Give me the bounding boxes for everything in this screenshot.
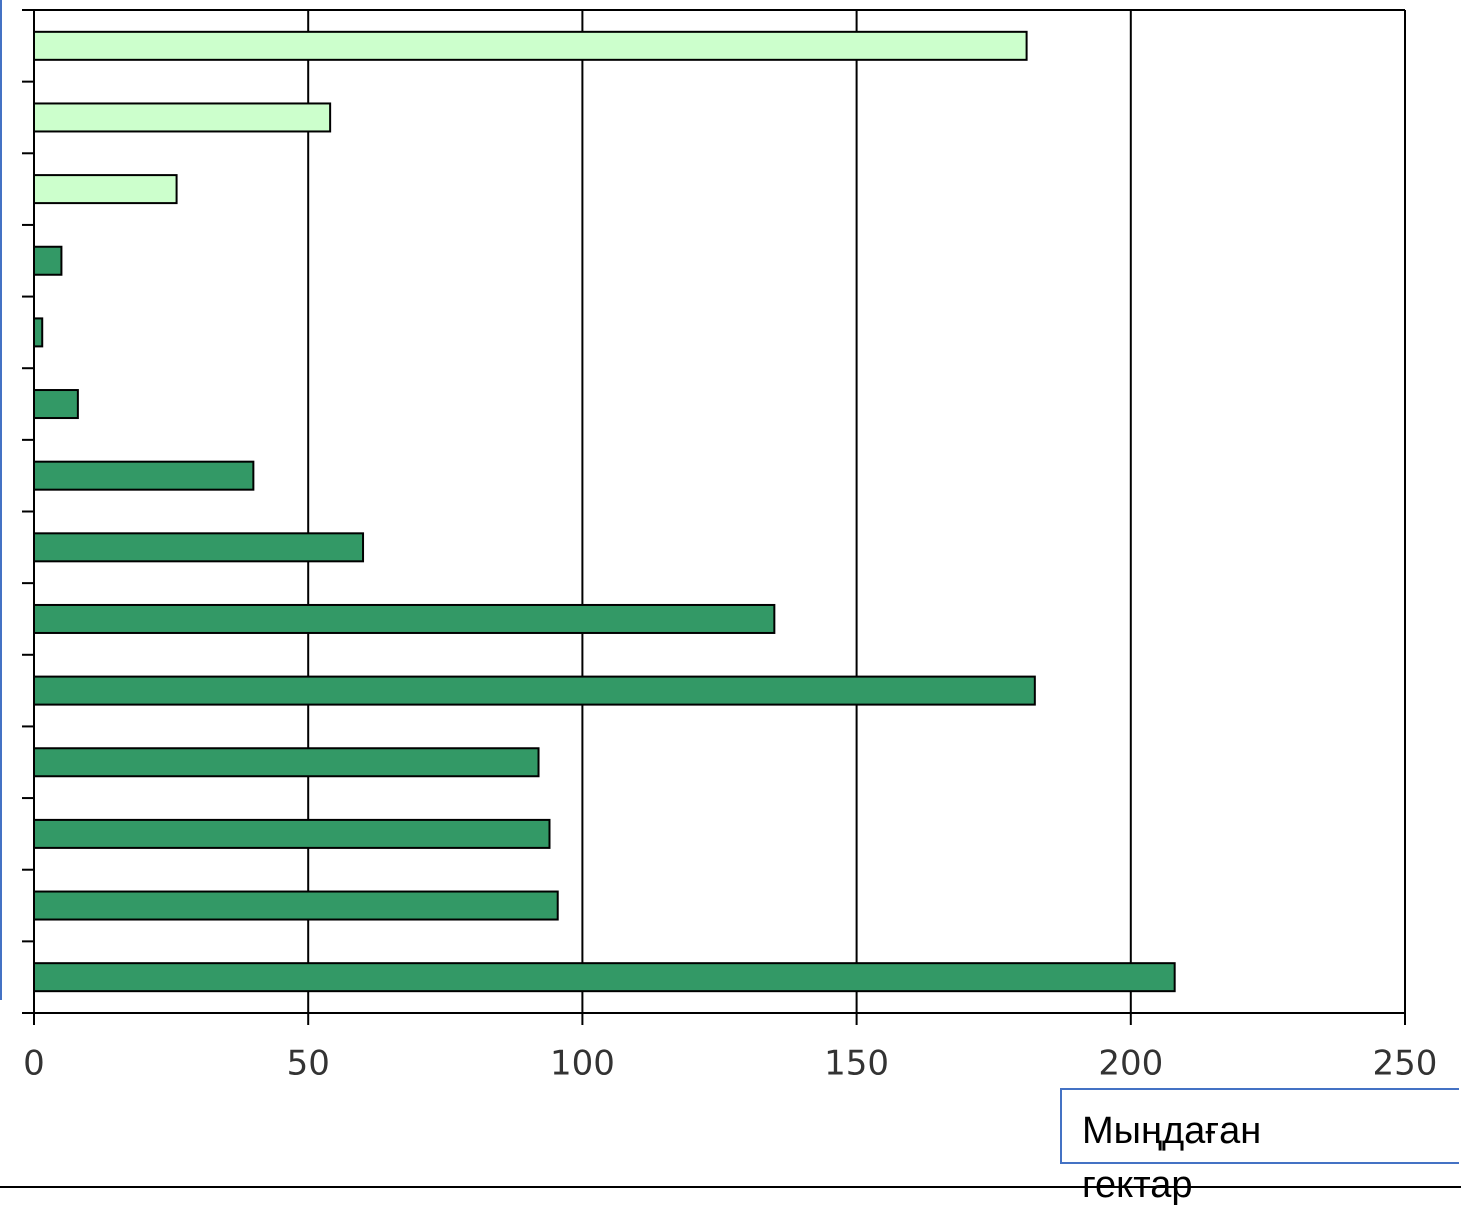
x-tick-label: 0	[23, 1044, 45, 1084]
x-tick-label: 50	[287, 1044, 330, 1084]
bar	[33, 818, 551, 849]
bar	[33, 603, 776, 634]
x-axis-label: Мыңдаған гектар	[1082, 1110, 1262, 1206]
bar	[33, 962, 1176, 993]
x-tick-label: 150	[824, 1044, 889, 1084]
x-tick-label: 100	[550, 1044, 615, 1084]
bar	[33, 675, 1036, 706]
label-box	[1060, 1088, 1459, 1164]
x-tick-label: 200	[1098, 1044, 1163, 1084]
bar	[33, 890, 559, 921]
bar	[33, 317, 44, 348]
bar	[33, 102, 332, 133]
x-tick-label: 250	[1373, 1044, 1438, 1084]
bar	[33, 389, 79, 420]
bar	[33, 245, 63, 276]
bar	[33, 532, 365, 563]
bar	[33, 747, 540, 778]
bar	[33, 174, 178, 205]
bar	[33, 460, 255, 491]
bar	[33, 30, 1028, 61]
